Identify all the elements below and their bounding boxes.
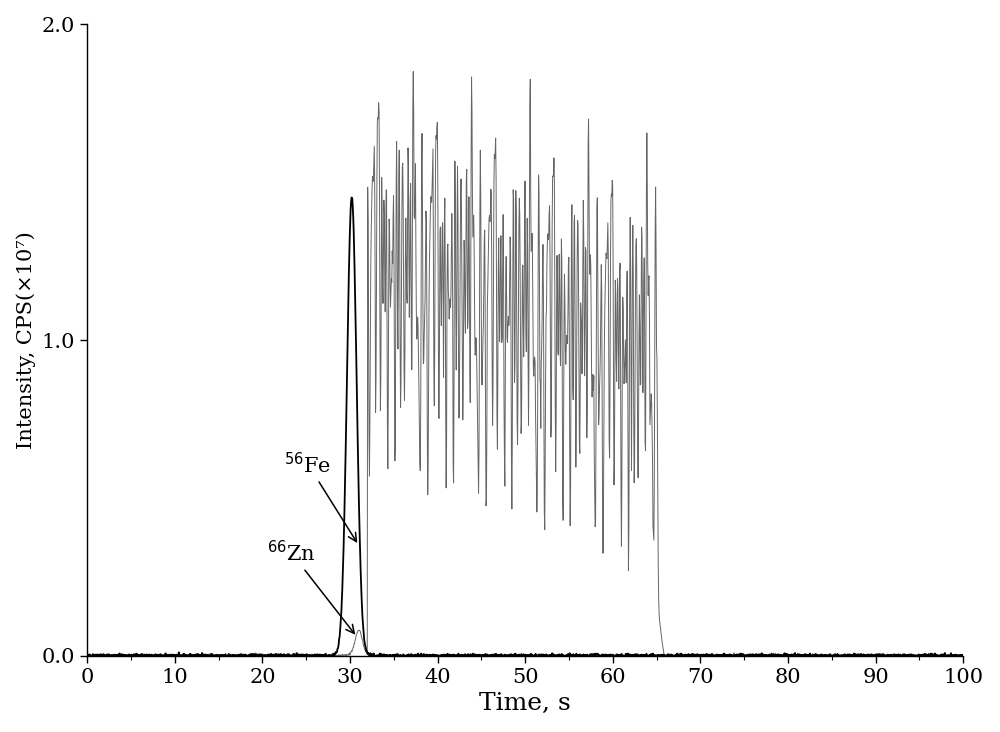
X-axis label: Time, s: Time, s bbox=[479, 692, 571, 715]
Text: $^{66}$Zn: $^{66}$Zn bbox=[267, 540, 354, 633]
Text: $^{56}$Fe: $^{56}$Fe bbox=[284, 452, 356, 542]
Y-axis label: Intensity, CPS(×10⁷): Intensity, CPS(×10⁷) bbox=[17, 231, 36, 449]
